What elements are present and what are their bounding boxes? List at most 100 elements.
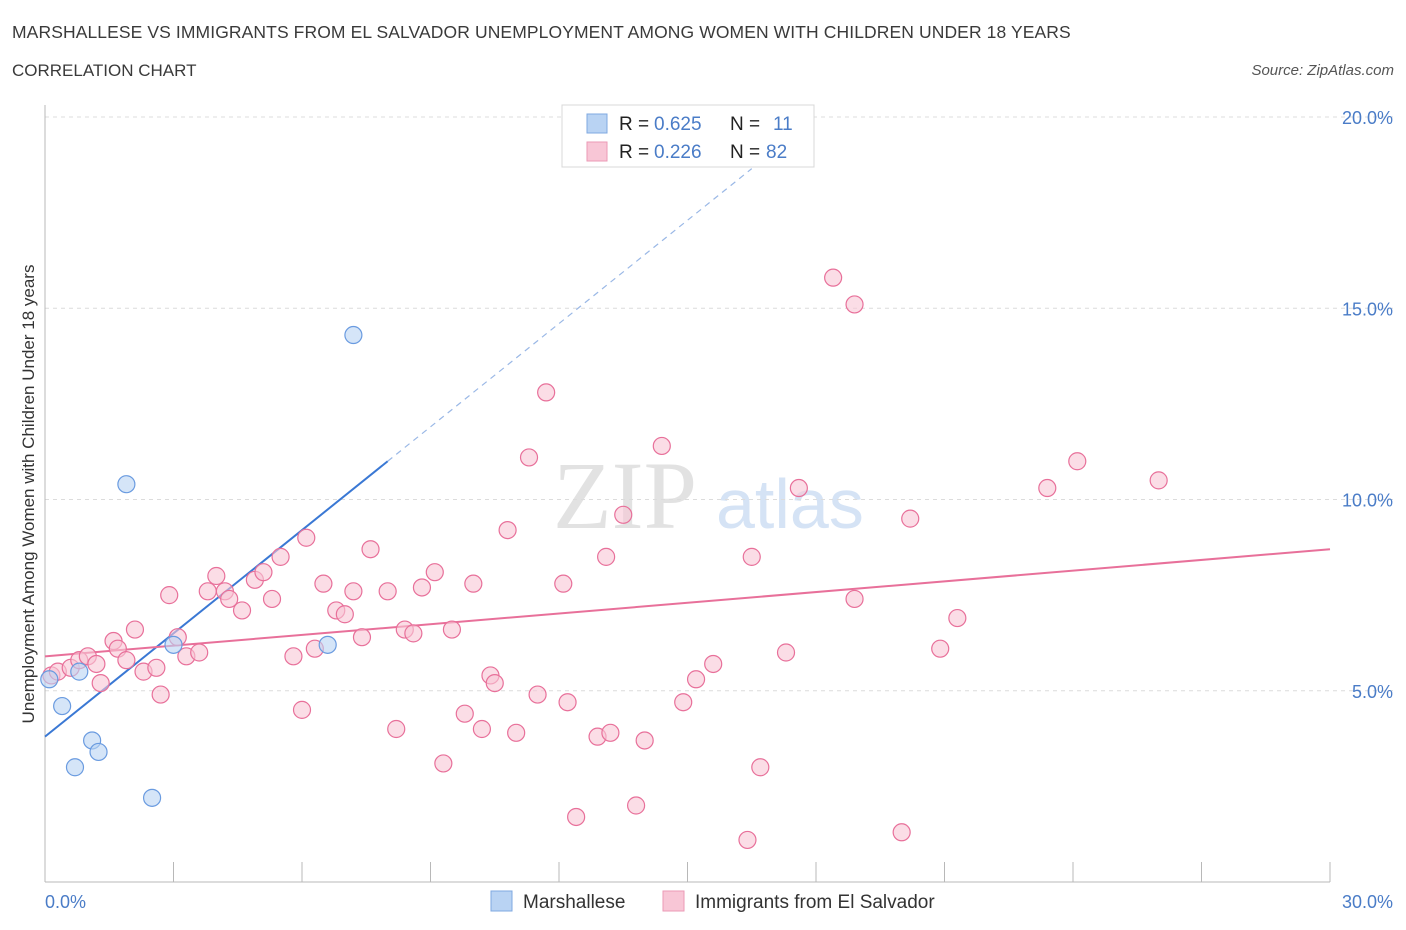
source-label: Source: ZipAtlas.com	[1251, 62, 1394, 79]
point-el-salvador-35	[352, 628, 372, 647]
x-tick-label-max: 30.0%	[1342, 892, 1393, 912]
point-el-salvador-78	[931, 639, 950, 658]
point-el-salvador-9	[117, 651, 136, 670]
y-tick-label-10: 10.0%	[1342, 491, 1393, 511]
data-points	[40, 268, 1168, 850]
tick-labels: 5.0% 10.0% 15.0% 20.0% 0.0% 30.0%	[45, 108, 1393, 912]
point-el-salvador-41	[412, 578, 432, 597]
watermark-atlas: atlas	[716, 465, 864, 543]
point-el-salvador-25	[262, 589, 282, 609]
point-el-salvador-80	[1038, 478, 1057, 498]
point-el-salvador-69	[742, 547, 761, 566]
point-marshallese-1	[53, 696, 72, 716]
bottom-legend-label-marshallese: Marshallese	[523, 892, 625, 913]
point-marshallese-9	[318, 635, 337, 654]
series-legend: Marshallese Immigrants from El Salvador	[490, 890, 935, 913]
point-marshallese-5	[89, 742, 108, 762]
point-el-salvador-71	[776, 643, 796, 662]
point-el-salvador-76	[892, 823, 911, 842]
point-el-salvador-57	[567, 807, 586, 827]
point-el-salvador-18	[198, 582, 217, 601]
legend-n-value-marshallese: 11	[773, 114, 793, 135]
point-el-salvador-31	[314, 574, 333, 593]
point-marshallese-2	[65, 758, 85, 777]
point-el-salvador-26	[271, 547, 290, 566]
point-el-salvador-81	[1068, 452, 1087, 471]
point-el-salvador-49	[485, 673, 504, 693]
bottom-legend-swatch-marshallese	[490, 890, 513, 912]
legend-r-value-marshallese: 0.625	[654, 114, 702, 135]
point-el-salvador-19	[207, 566, 226, 586]
chart-title: MARSHALLESE VS IMMIGRANTS FROM EL SALVAD…	[12, 22, 1071, 42]
point-el-salvador-67	[704, 654, 723, 674]
point-el-salvador-36	[361, 540, 380, 559]
point-el-salvador-42	[425, 563, 444, 582]
bottom-legend-label-el-salvador: Immigrants from El Salvador	[695, 892, 935, 913]
x-tick-label-min: 0.0%	[45, 892, 86, 912]
y-tick-label-5: 5.0%	[1352, 682, 1393, 702]
legend-r-value-el-salvador: 0.226	[654, 142, 702, 163]
point-el-salvador-77	[901, 509, 920, 528]
point-el-salvador-34	[344, 582, 363, 601]
correlation-legend: R = 0.625 N = 11 R = 0.226 N = 82	[561, 104, 815, 168]
legend-r-label-2: R =	[619, 142, 649, 163]
chart-subtitle: CORRELATION CHART	[12, 61, 197, 80]
legend-swatch-el-salvador	[586, 141, 608, 162]
point-el-salvador-66	[686, 670, 706, 689]
point-marshallese-10	[344, 325, 363, 345]
legend-n-value-el-salvador: 82	[766, 142, 787, 163]
axes	[44, 105, 1331, 883]
point-el-salvador-38	[387, 719, 406, 739]
point-el-salvador-75	[845, 295, 864, 314]
point-el-salvador-17	[190, 643, 209, 662]
point-el-salvador-56	[558, 693, 577, 712]
point-el-salvador-37	[378, 582, 397, 601]
y-tick-label-15: 15.0%	[1342, 299, 1393, 319]
point-el-salvador-44	[442, 620, 462, 639]
trend-line-marshallese-extension	[387, 168, 753, 462]
point-el-salvador-64	[652, 436, 671, 456]
y-tick-label-20: 20.0%	[1342, 108, 1393, 128]
point-el-salvador-13	[151, 685, 170, 704]
point-el-salvador-72	[789, 478, 808, 498]
point-el-salvador-40	[404, 624, 423, 643]
bottom-legend-swatch-el-salvador	[662, 890, 685, 912]
point-el-salvador-22	[232, 601, 252, 620]
legend-n-label-2: N =	[730, 142, 760, 163]
legend-swatch-marshallese	[586, 113, 608, 134]
point-el-salvador-63	[635, 731, 654, 750]
point-el-salvador-62	[626, 796, 646, 815]
point-marshallese-0	[40, 670, 59, 689]
point-el-salvador-27	[284, 647, 303, 666]
point-marshallese-7	[142, 788, 162, 807]
point-el-salvador-79	[948, 608, 967, 628]
point-el-salvador-74	[845, 589, 864, 609]
point-marshallese-8	[164, 635, 183, 654]
point-el-salvador-52	[519, 448, 539, 467]
trend-line-marshallese	[44, 460, 389, 738]
point-el-salvador-68	[738, 830, 757, 850]
point-el-salvador-82	[1149, 471, 1168, 490]
point-el-salvador-14	[160, 586, 179, 605]
point-marshallese-6	[117, 475, 136, 494]
point-el-salvador-51	[507, 723, 526, 742]
point-el-salvador-53	[528, 685, 547, 704]
point-el-salvador-61	[614, 505, 633, 524]
trend-line-el-salvador	[44, 548, 1331, 658]
point-el-salvador-24	[254, 563, 273, 582]
point-marshallese-3	[70, 662, 89, 681]
point-el-salvador-46	[464, 574, 483, 593]
point-el-salvador-29	[297, 528, 316, 547]
point-el-salvador-45	[455, 704, 474, 723]
point-el-salvador-73	[824, 268, 843, 287]
point-el-salvador-60	[601, 723, 620, 742]
point-el-salvador-54	[537, 383, 556, 402]
point-el-salvador-50	[498, 520, 517, 540]
watermark-zip: ZIP	[553, 442, 697, 549]
point-el-salvador-10	[125, 620, 145, 639]
point-el-salvador-59	[597, 547, 616, 566]
point-el-salvador-33	[335, 605, 354, 624]
point-el-salvador-6	[91, 673, 110, 693]
point-el-salvador-70	[751, 758, 770, 777]
